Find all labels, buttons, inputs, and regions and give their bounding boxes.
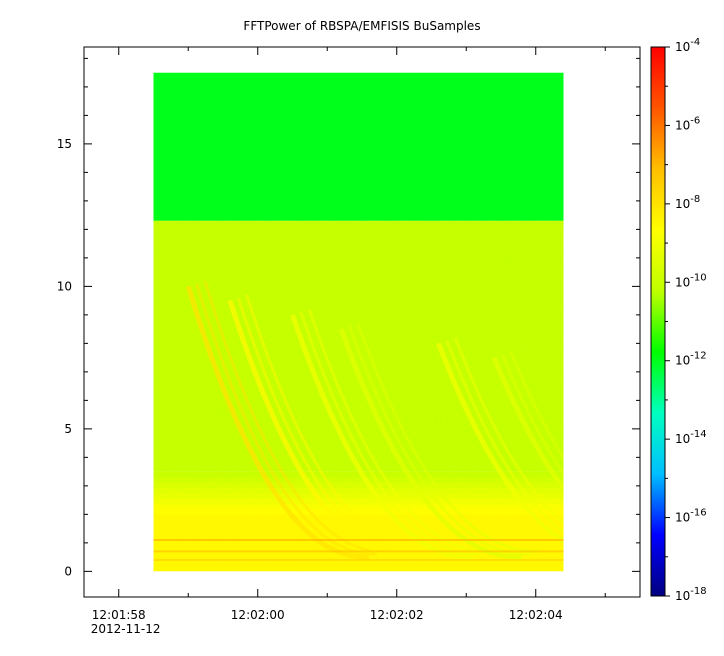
x-tick-label: 12:02:02 <box>370 608 424 622</box>
whistler-trace-line <box>203 280 386 553</box>
whistler-trace-line <box>338 328 522 560</box>
colorbar-tick-label: 10-10 <box>675 272 707 289</box>
whistler-trace-line <box>245 294 428 553</box>
x-axis-date-label: 2012-11-12 <box>91 622 161 636</box>
y-tick-label: 15 <box>57 137 72 151</box>
whistler-trace-line <box>307 308 490 553</box>
colorbar-tick-label: 10-4 <box>675 37 700 54</box>
colorbar-tick-label: 10-12 <box>675 351 707 368</box>
whistler-trace-line <box>453 337 564 525</box>
colorbar-tick-label: 10-16 <box>675 508 707 525</box>
whistler-trace-line <box>348 325 531 556</box>
colorbar-tick-label: 10-8 <box>675 194 700 211</box>
y-tick-label: 0 <box>64 564 72 578</box>
whistler-trace-line <box>445 339 564 535</box>
whistler-trace-line <box>195 283 378 556</box>
heatmap <box>153 72 564 572</box>
colorbar-axis: 10-18 10-16 10-14 10-12 10-10 10-8 10-6 10-4 <box>665 37 707 603</box>
whistler-trace-line <box>236 297 420 556</box>
x-axis: 12:01:58 12:02:00 12:02:02 12:02:04 <box>92 47 606 622</box>
colorbar-tick-label: 10-6 <box>675 115 700 132</box>
heatmap-region <box>153 72 564 221</box>
whistler-trace-line <box>509 351 564 462</box>
x-tick-label: 12:02:04 <box>509 608 563 622</box>
y-tick-label: 5 <box>64 422 72 436</box>
heatmap-texture <box>153 220 564 572</box>
whistler-trace-line <box>299 311 482 556</box>
whistler-trace-line <box>436 342 564 545</box>
y-tick-label: 10 <box>57 279 72 293</box>
whistler-trace <box>436 337 564 545</box>
whistler-trace-line <box>501 354 564 477</box>
colorbar-tick-label: 10-14 <box>675 429 707 446</box>
whistler-trace-line <box>491 356 564 493</box>
whistler-trace <box>491 351 564 493</box>
y-axis: 0 5 10 15 <box>57 57 640 578</box>
colorbar <box>650 46 666 597</box>
whistler-trace <box>338 322 539 560</box>
x-tick-label: 12:01:58 <box>92 608 146 622</box>
colorbar-tick-label: 10-18 <box>675 586 707 603</box>
whistler-trace-line <box>356 322 539 553</box>
chart-title: FFTPower of RBSPA/EMFISIS BuSamples <box>243 19 480 33</box>
x-tick-label: 12:02:00 <box>231 608 285 622</box>
